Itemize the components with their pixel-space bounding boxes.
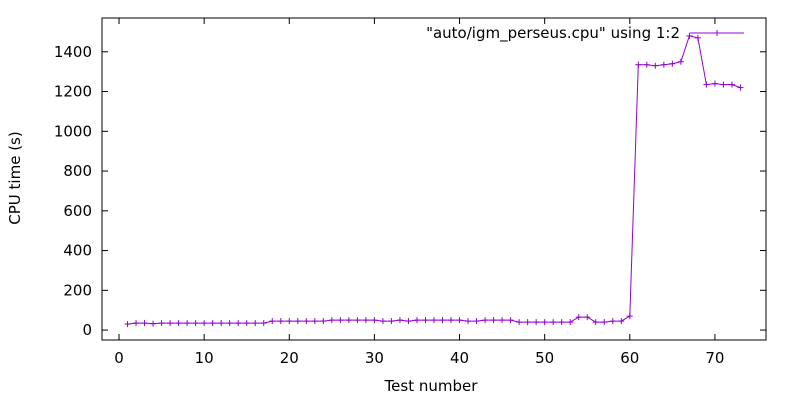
data-point bbox=[669, 60, 676, 67]
data-point bbox=[737, 84, 744, 91]
data-point bbox=[635, 61, 642, 68]
data-point bbox=[431, 317, 437, 324]
data-point bbox=[133, 320, 140, 327]
data-point bbox=[201, 320, 208, 327]
y-tick-label: 1000 bbox=[54, 122, 92, 140]
data-point bbox=[660, 61, 667, 68]
data-point bbox=[473, 318, 480, 325]
x-tick-label: 40 bbox=[450, 349, 469, 367]
data-point bbox=[465, 318, 472, 325]
data-point bbox=[482, 317, 489, 324]
data-point bbox=[175, 320, 182, 327]
x-tick-label: 60 bbox=[620, 349, 639, 367]
x-tick-label: 30 bbox=[365, 349, 384, 367]
x-tick-label: 0 bbox=[114, 349, 124, 367]
data-point bbox=[677, 58, 684, 65]
data-point bbox=[184, 320, 191, 327]
data-point bbox=[711, 80, 718, 87]
data-point bbox=[311, 318, 318, 325]
data-point bbox=[490, 317, 497, 324]
data-point bbox=[643, 61, 650, 68]
data-point bbox=[652, 62, 659, 69]
y-tick-label: 400 bbox=[63, 242, 92, 260]
y-tick-label: 800 bbox=[63, 162, 92, 180]
data-point bbox=[124, 321, 131, 328]
data-point bbox=[243, 320, 250, 327]
data-point bbox=[235, 320, 242, 327]
y-tick-label: 0 bbox=[82, 321, 92, 339]
legend-sample-marker bbox=[714, 30, 720, 36]
data-point bbox=[439, 317, 446, 324]
data-point bbox=[328, 317, 335, 324]
data-point bbox=[541, 319, 548, 326]
data-point bbox=[303, 318, 310, 325]
data-point bbox=[379, 318, 386, 325]
data-point bbox=[294, 318, 301, 325]
data-point bbox=[516, 319, 523, 326]
y-tick-label: 200 bbox=[63, 281, 92, 299]
data-point bbox=[209, 320, 216, 327]
data-point bbox=[618, 318, 625, 325]
legend: "auto/igm_perseus.cpu" using 1:2 bbox=[426, 24, 744, 43]
data-point bbox=[218, 320, 225, 327]
y-axis-title: CPU time (s) bbox=[6, 131, 24, 224]
data-point bbox=[141, 320, 148, 327]
data-point bbox=[277, 318, 284, 325]
data-point bbox=[354, 317, 361, 324]
data-point bbox=[226, 320, 233, 327]
data-point bbox=[167, 320, 174, 327]
data-point bbox=[286, 318, 293, 325]
data-point bbox=[158, 320, 165, 327]
data-point bbox=[609, 318, 616, 325]
data-point bbox=[686, 32, 693, 39]
data-point bbox=[150, 320, 157, 327]
data-point bbox=[422, 317, 429, 324]
x-axis-title: Test number bbox=[384, 377, 479, 395]
data-point bbox=[720, 81, 727, 88]
data-point bbox=[567, 319, 574, 326]
axes: 0 10 20 30 40 50 60 70 0 200 400 600 800 1000 1200 1400 bbox=[54, 17, 767, 367]
data-point bbox=[507, 317, 514, 324]
data-point bbox=[252, 320, 259, 327]
data-point bbox=[405, 318, 412, 325]
data-point bbox=[694, 34, 701, 41]
data-point bbox=[269, 318, 276, 325]
y-tick-label: 1200 bbox=[54, 83, 92, 101]
data-point bbox=[448, 317, 455, 324]
data-point bbox=[413, 317, 420, 324]
data-point bbox=[260, 320, 267, 327]
x-tick-label: 20 bbox=[280, 349, 299, 367]
data-point bbox=[192, 320, 199, 327]
data-point bbox=[626, 313, 633, 320]
legend-entry-label: "auto/igm_perseus.cpu" using 1:2 bbox=[426, 24, 680, 43]
data-point bbox=[362, 317, 369, 324]
data-point bbox=[601, 319, 608, 326]
x-tick-label: 50 bbox=[535, 349, 554, 367]
data-point bbox=[396, 317, 403, 324]
y-tick-label: 600 bbox=[63, 202, 92, 220]
plot-border bbox=[101, 17, 767, 341]
data-point bbox=[533, 319, 540, 326]
data-point bbox=[320, 318, 327, 325]
data-point bbox=[456, 317, 463, 324]
data-point bbox=[703, 81, 710, 88]
x-tick-label: 70 bbox=[705, 349, 724, 367]
data-point bbox=[550, 319, 557, 326]
data-point bbox=[499, 317, 506, 324]
data-point bbox=[524, 319, 531, 326]
data-point bbox=[728, 81, 735, 88]
y-tick-label: 1400 bbox=[54, 43, 92, 61]
data-point bbox=[371, 317, 378, 324]
series-layer bbox=[124, 32, 744, 328]
data-point bbox=[558, 319, 565, 326]
data-point bbox=[592, 319, 599, 326]
data-point bbox=[388, 318, 395, 325]
x-tick-label: 10 bbox=[195, 349, 214, 367]
data-point bbox=[575, 314, 582, 321]
data-point bbox=[337, 317, 344, 324]
data-point bbox=[584, 314, 591, 321]
data-point bbox=[345, 317, 352, 324]
